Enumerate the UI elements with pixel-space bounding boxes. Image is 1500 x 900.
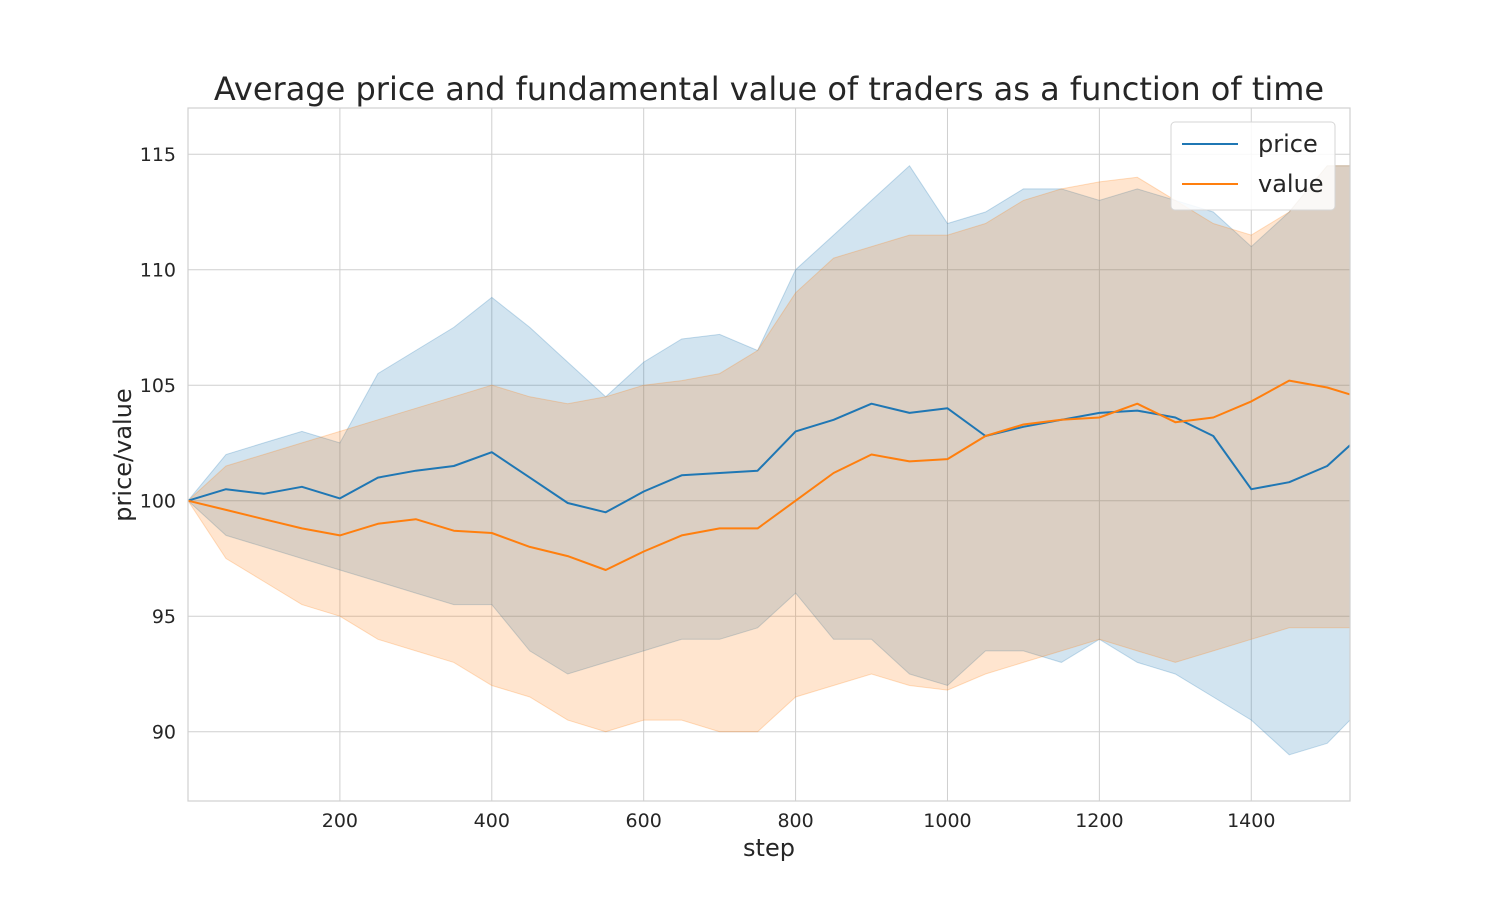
chart-title: Average price and fundamental value of t… — [214, 70, 1324, 108]
y-axis-label: price/value — [109, 388, 137, 521]
x-axis-label: step — [743, 834, 795, 862]
x-tick-label: 1000 — [923, 810, 971, 832]
tick-labels: 200 400 600 800 1000 1200 1400 90 95 100 105 110 115 — [140, 144, 1276, 832]
series-lines — [187, 379, 1351, 571]
plot-background — [188, 108, 1350, 801]
y-tick-label: 105 — [140, 375, 176, 397]
x-tick-label: 400 — [474, 810, 510, 832]
x-tick-label: 200 — [322, 810, 358, 832]
y-tick-label: 115 — [140, 144, 176, 166]
y-tick-label: 100 — [140, 491, 176, 513]
series-line-price — [187, 402, 1351, 514]
plot-frame — [187, 107, 1351, 802]
x-tick-label: 1200 — [1075, 810, 1123, 832]
y-tick-label: 90 — [152, 722, 176, 744]
x-tick-label: 600 — [626, 810, 662, 832]
y-tick-label: 110 — [140, 260, 176, 282]
grid-lines — [188, 108, 1350, 801]
series-line-value — [187, 379, 1351, 571]
legend: price value — [1170, 121, 1336, 211]
legend-label-value: value — [1258, 170, 1324, 198]
x-tick-label: 800 — [777, 810, 813, 832]
x-tick-label: 1400 — [1227, 810, 1275, 832]
y-tick-label: 95 — [152, 606, 176, 628]
legend-label-price: price — [1258, 130, 1318, 158]
